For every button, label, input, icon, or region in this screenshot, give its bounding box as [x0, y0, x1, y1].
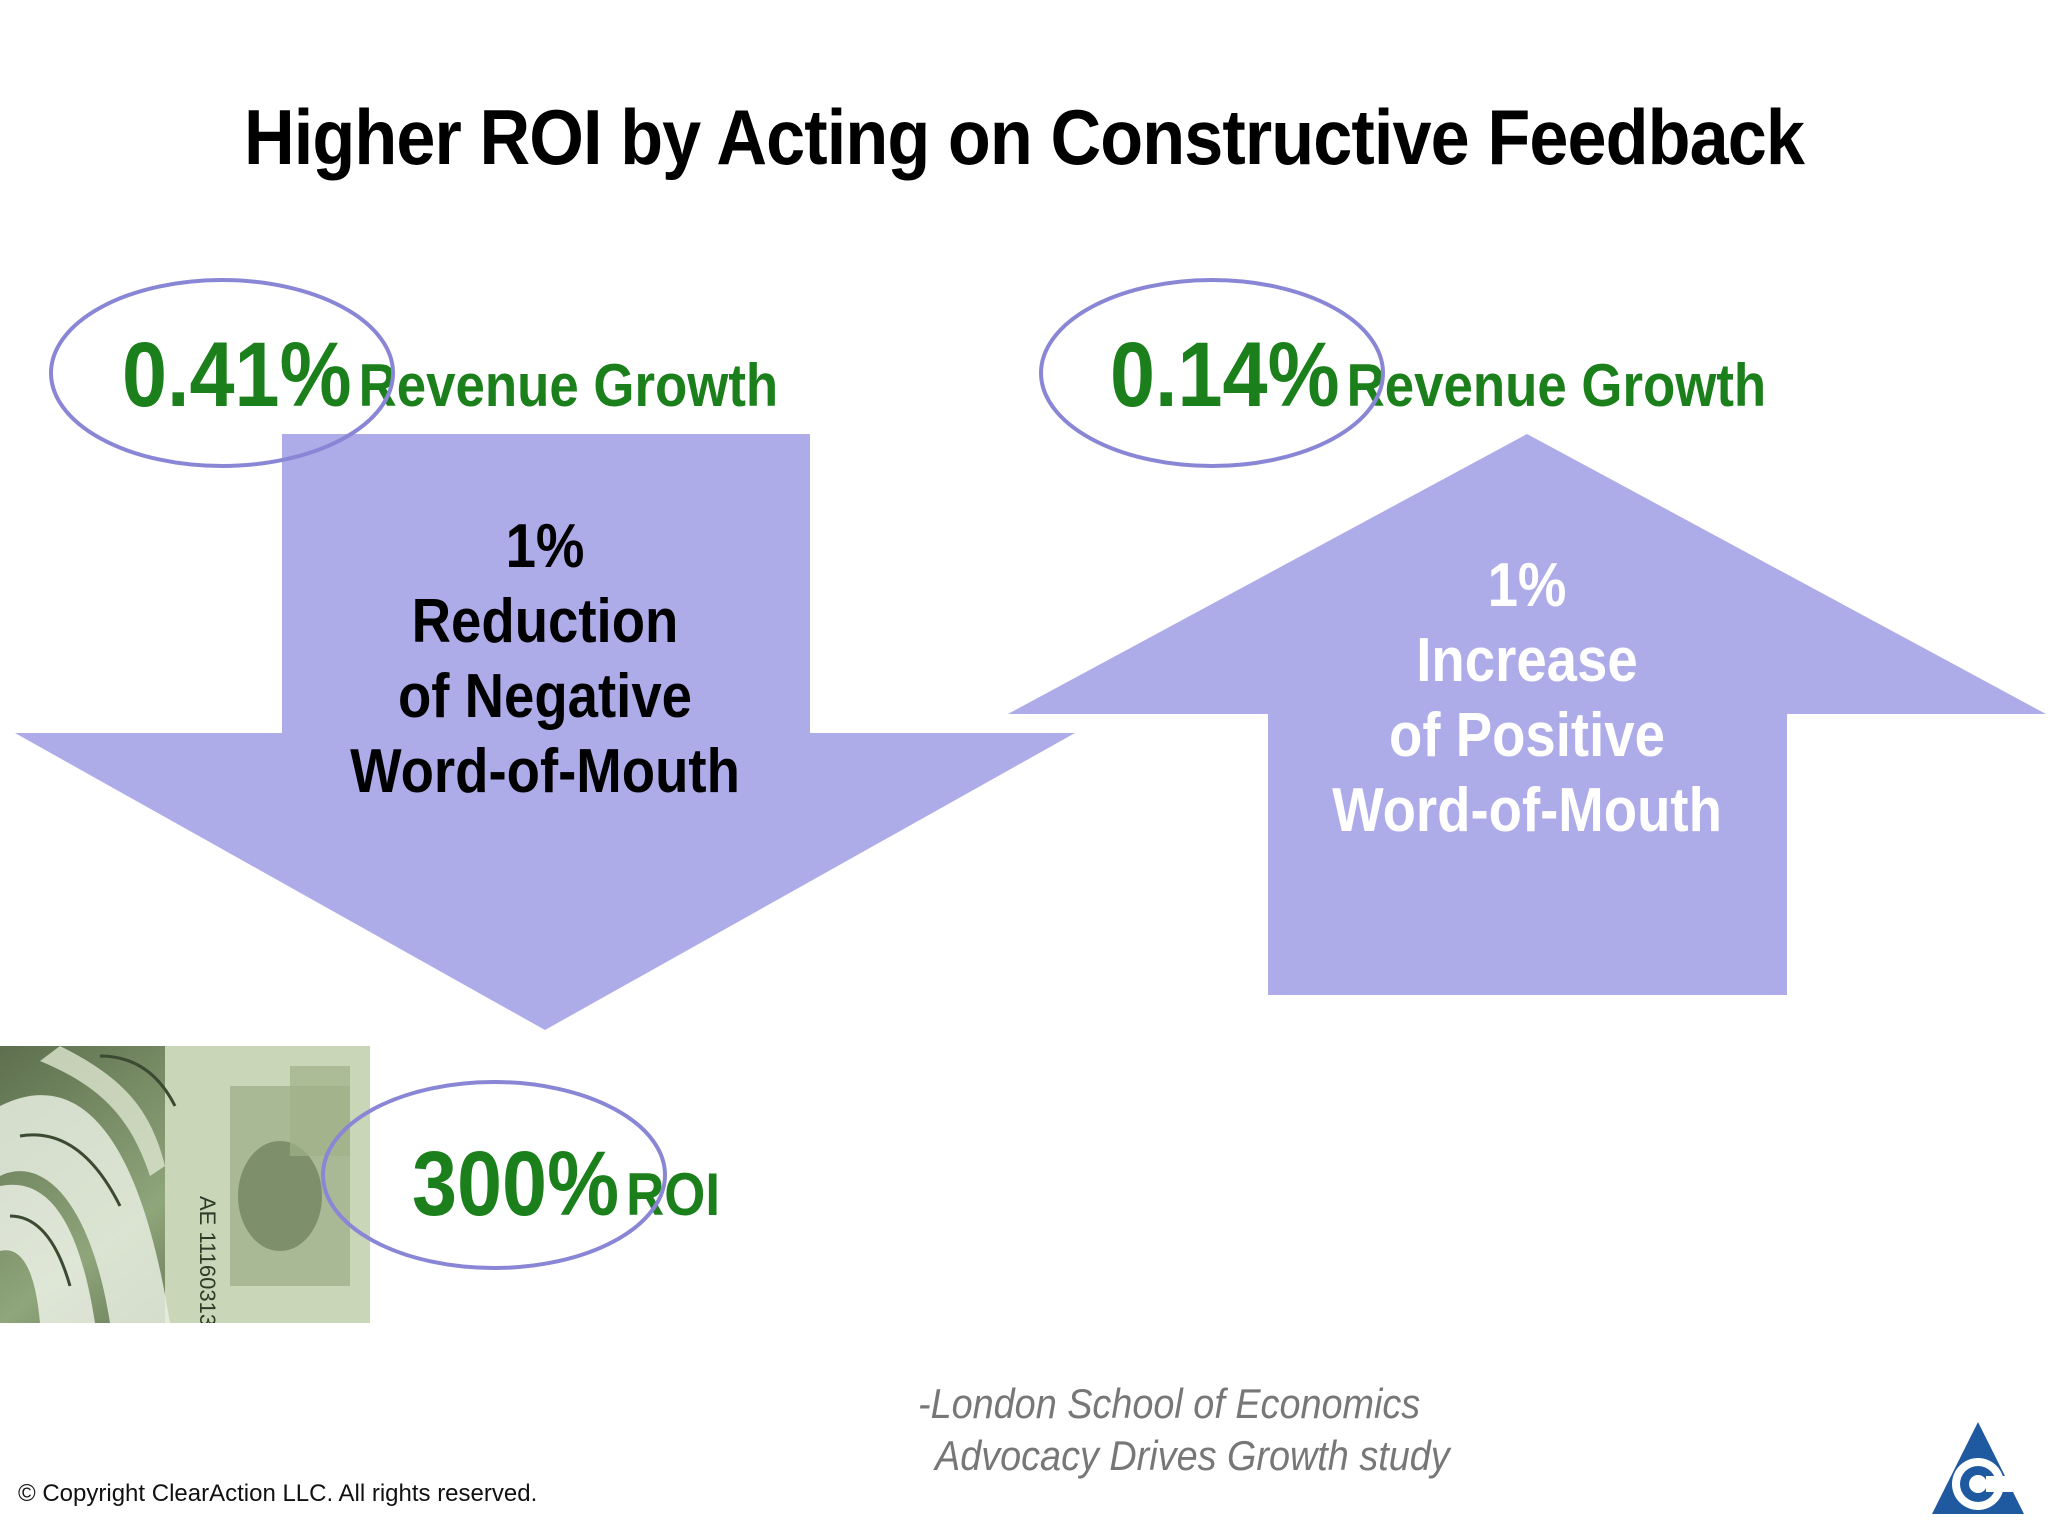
left-revenue-growth: 0.41% Revenue Growth [122, 323, 778, 428]
roi-callout: 300% ROI [412, 1132, 720, 1237]
copyright-notice: © Copyright ClearAction LLC. All rights … [18, 1480, 538, 1507]
up-arrow-line4: Word-of-Mouth [1332, 776, 1722, 845]
up-arrow-line1: 1% [1487, 551, 1567, 620]
down-arrow-line4: Word-of-Mouth [350, 737, 740, 806]
citation-line2: Advocacy Drives Growth study [935, 1432, 1450, 1479]
down-arrow-line2: Reduction [411, 587, 679, 656]
citation-line1: -London School of Economics [918, 1380, 1421, 1427]
left-growth-label: Revenue Growth [358, 352, 779, 419]
up-arrow-text: 1% Increase of Positive Word-of-Mouth [1263, 548, 1791, 848]
right-growth-value: 0.14% [1110, 324, 1340, 426]
roi-value: 300% [412, 1133, 620, 1235]
left-growth-value: 0.41% [122, 324, 352, 426]
down-arrow-line3: of Negative [397, 662, 693, 731]
up-arrow-line2: Increase [1416, 626, 1638, 695]
bill-serial: AE 11160313 [195, 1196, 220, 1323]
down-arrow-text: 1% Reduction of Negative Word-of-Mouth [281, 509, 809, 809]
up-arrow [1008, 434, 2046, 995]
down-arrow-line1: 1% [505, 512, 585, 581]
roi-label: ROI [626, 1161, 720, 1228]
up-arrow-line3: of Positive [1389, 701, 1665, 770]
slide-title: Higher ROI by Acting on Constructive Fee… [243, 93, 1805, 181]
clearaction-logo-icon [1932, 1422, 2024, 1514]
down-arrow [15, 434, 1075, 1030]
money-image: AE 11160313 [0, 1046, 370, 1323]
right-growth-label: Revenue Growth [1346, 352, 1767, 419]
right-revenue-growth: 0.14% Revenue Growth [1110, 323, 1766, 428]
